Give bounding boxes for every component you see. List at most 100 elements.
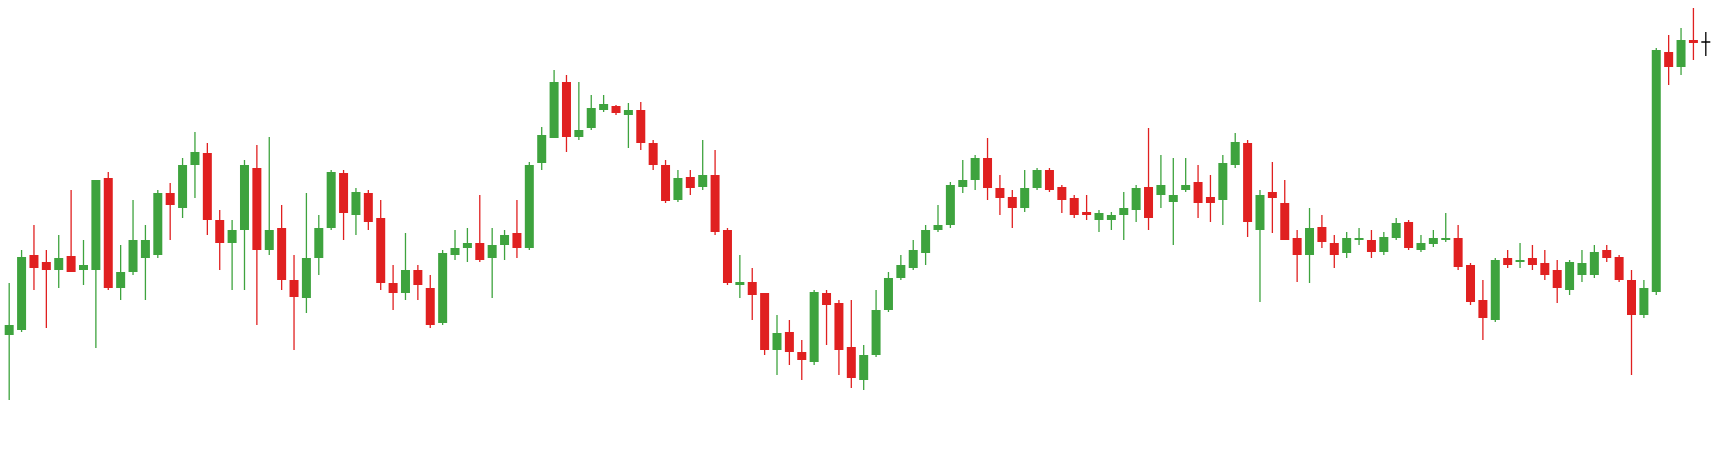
candle-body — [586, 108, 596, 128]
candle-body — [772, 333, 782, 350]
candle-body — [400, 270, 410, 293]
candle-body — [165, 193, 175, 205]
candle-body — [747, 282, 757, 295]
candle-body — [314, 228, 324, 258]
candle-body — [4, 325, 14, 335]
candle-body — [215, 220, 225, 243]
candle-body — [1205, 197, 1215, 203]
candle-body — [1565, 262, 1575, 290]
candle-body — [487, 245, 497, 258]
candle-body — [1243, 143, 1253, 222]
candle-body — [500, 235, 510, 245]
candle-body — [1366, 240, 1376, 252]
candle-body — [599, 104, 609, 110]
candle-body — [834, 303, 844, 350]
candle-body — [1404, 222, 1414, 248]
candle-body — [1639, 288, 1649, 315]
candle-body — [1317, 227, 1327, 242]
candle-body — [636, 110, 646, 143]
candle-body — [1280, 203, 1290, 240]
candle-body — [710, 175, 720, 232]
candle-body — [574, 130, 584, 137]
candle-body — [921, 230, 931, 253]
candle-body — [1044, 170, 1054, 190]
candle-body — [462, 243, 472, 248]
candle-body — [227, 230, 237, 243]
candle-body — [1515, 260, 1525, 262]
candle-body — [846, 347, 856, 378]
candle-body — [17, 257, 27, 330]
candle-body — [822, 293, 832, 305]
candle-body — [1527, 258, 1537, 265]
candle-body — [1441, 238, 1451, 240]
candle-body — [1329, 243, 1339, 255]
candle-body — [1131, 188, 1141, 210]
candle-body — [1292, 238, 1302, 255]
candle-body — [1119, 208, 1129, 215]
candle-body — [351, 192, 361, 215]
candle-body — [41, 262, 51, 270]
candle-body — [264, 230, 274, 250]
candle-body — [78, 265, 88, 270]
candle-body — [1094, 213, 1104, 220]
candle-body — [1602, 250, 1612, 258]
candle-body — [1651, 50, 1661, 292]
candle-body — [1144, 187, 1154, 218]
candle-body — [722, 230, 732, 283]
candle-body — [1589, 252, 1599, 275]
candle-body — [1255, 195, 1265, 230]
candle-body — [1230, 142, 1240, 165]
candle-body — [549, 82, 559, 138]
candle-body — [1627, 280, 1637, 315]
candle-body — [54, 258, 64, 270]
candle-body — [29, 255, 39, 268]
candle-body — [1057, 187, 1067, 200]
candle-body — [178, 165, 188, 208]
candle-body — [66, 256, 76, 272]
candle-body — [735, 282, 745, 285]
candle-body — [859, 355, 869, 380]
candle-body — [524, 165, 534, 248]
candle-body — [363, 193, 373, 222]
candle-body — [1156, 185, 1166, 195]
candle-body — [1676, 40, 1686, 67]
candle-body — [91, 180, 101, 270]
candle-body — [1466, 265, 1476, 302]
candle-body — [1106, 215, 1116, 220]
candle-body — [561, 82, 571, 137]
candle-body — [933, 225, 943, 230]
candle-body — [1267, 192, 1277, 198]
candle-body — [1701, 41, 1711, 43]
candle-body — [673, 178, 683, 200]
candle-body — [871, 310, 881, 355]
candle-body — [1082, 212, 1092, 215]
candle-body — [784, 332, 794, 352]
candle-body — [438, 253, 448, 323]
candle-body — [1305, 228, 1315, 255]
candle-body — [1428, 238, 1438, 244]
candle-body — [1032, 170, 1042, 188]
candle-body — [661, 165, 671, 201]
candle-body — [376, 218, 386, 283]
candle-body — [475, 243, 485, 260]
candle-body — [1193, 182, 1203, 203]
candle-body — [883, 278, 893, 310]
candle-body — [239, 165, 249, 230]
candle-body — [760, 293, 770, 350]
candle-body — [685, 177, 695, 188]
candle-body — [1218, 163, 1228, 200]
candle-body — [1664, 52, 1674, 67]
candle-body — [1416, 243, 1426, 250]
candle-body — [797, 352, 807, 360]
candle-body — [648, 143, 658, 165]
candle-body — [128, 240, 138, 272]
candle-body — [140, 240, 150, 258]
candle-body — [1614, 257, 1624, 280]
candle-body — [1552, 270, 1562, 288]
candle-body — [537, 135, 547, 163]
candle-body — [1540, 263, 1550, 275]
candle-body — [1181, 185, 1191, 190]
candle-body — [252, 168, 262, 250]
candle-body — [1020, 188, 1030, 208]
